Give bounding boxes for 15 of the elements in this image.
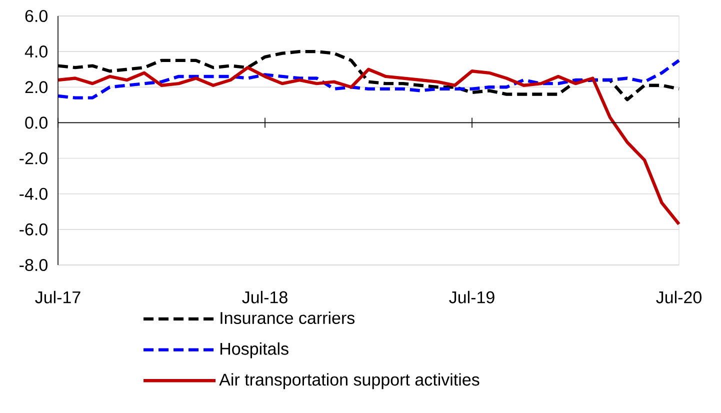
x-tick-label: Jul-17 [35, 290, 80, 304]
y-tick-label: 0.0 [25, 116, 48, 129]
y-tick-label: 4.0 [24, 46, 48, 58]
x-tick-label: Jul-19 [449, 290, 494, 304]
y-tick-label: 2.0 [25, 81, 48, 94]
x-tick-label: Jul-20 [656, 290, 702, 304]
y-tick-label: -4.0 [20, 188, 48, 200]
legend-label: Insurance carriers [220, 312, 355, 324]
y-tick-label: -2.0 [20, 152, 48, 164]
legend-label: Hospitals [220, 342, 288, 358]
x-tick-label: Jul-18 [242, 290, 288, 304]
y-tick-label: -6.0 [20, 223, 48, 236]
legend-label: Air transportation support activities [219, 373, 480, 390]
y-tick-label: -8.0 [20, 258, 48, 272]
y-tick-label: 6.0 [25, 10, 48, 22]
